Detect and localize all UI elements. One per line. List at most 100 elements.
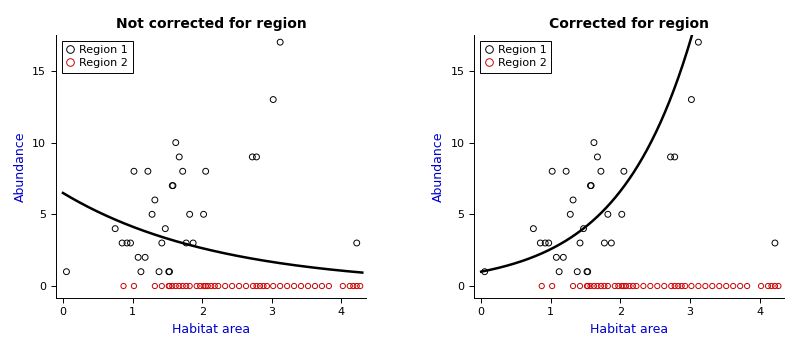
Point [560,168,573,174]
Point [343,283,356,289]
Point [194,283,206,289]
Point [274,283,286,289]
Point [594,283,607,289]
Point [665,283,678,289]
Point [582,269,594,274]
Point [288,283,301,289]
Point [626,283,639,289]
Point [534,240,546,246]
Point [347,283,360,289]
Point [585,183,598,188]
Point [240,283,253,289]
Point [281,283,294,289]
Point [60,269,73,274]
Point [354,283,366,289]
Point [571,269,584,274]
X-axis label: Habitat area: Habitat area [172,323,250,336]
Point [741,283,754,289]
Title: Not corrected for region: Not corrected for region [115,17,306,31]
Point [132,254,145,260]
Point [612,283,625,289]
Point [602,211,614,217]
Point [166,283,178,289]
Point [557,254,570,260]
Point [266,283,279,289]
Point [623,283,636,289]
Point [153,269,166,274]
Point [166,183,179,188]
Point [644,283,657,289]
Point [155,283,168,289]
Point [166,183,178,188]
Point [658,283,670,289]
Point [208,283,221,289]
Point [566,283,579,289]
Point [162,269,175,274]
Point [250,154,263,160]
Point [197,211,210,217]
Point [553,269,566,274]
Point [142,168,154,174]
Point [772,283,785,289]
Point [190,283,203,289]
Point [678,283,691,289]
Point [618,168,630,174]
Point [246,283,259,289]
Point [294,283,307,289]
Point [146,211,158,217]
Point [124,240,137,246]
Point [199,168,212,174]
Point [619,283,632,289]
Point [713,283,726,289]
Y-axis label: Abundance: Abundance [432,131,445,202]
Point [315,283,328,289]
Point [163,283,176,289]
Point [564,211,577,217]
Point [584,183,597,188]
Point [527,226,540,231]
Point [109,226,122,231]
Point [587,283,600,289]
Point [664,154,677,160]
Point [302,283,314,289]
Point [183,283,196,289]
Point [587,140,600,145]
Point [769,240,782,246]
Point [170,140,182,145]
Point [127,168,140,174]
Point [478,269,491,274]
Point [163,269,176,274]
Point [637,283,650,289]
X-axis label: Habitat area: Habitat area [590,323,668,336]
Legend: Region 1, Region 2: Region 1, Region 2 [62,41,133,73]
Point [134,269,147,274]
Point [765,283,778,289]
Point [218,283,231,289]
Point [668,154,681,160]
Point [170,283,182,289]
Point [615,283,628,289]
Point [762,283,774,289]
Point [685,283,698,289]
Legend: Region 1, Region 2: Region 1, Region 2 [480,41,551,73]
Point [577,226,590,231]
Point [550,254,562,260]
Point [605,240,618,246]
Point [309,283,322,289]
Point [675,283,688,289]
Point [602,283,614,289]
Point [598,240,610,246]
Point [254,283,266,289]
Point [162,283,175,289]
Point [322,283,335,289]
Point [261,283,274,289]
Point [116,240,129,246]
Point [720,283,733,289]
Point [618,283,630,289]
Point [149,197,162,203]
Point [350,283,363,289]
Point [155,240,168,246]
Point [584,283,597,289]
Point [173,283,186,289]
Point [706,283,718,289]
